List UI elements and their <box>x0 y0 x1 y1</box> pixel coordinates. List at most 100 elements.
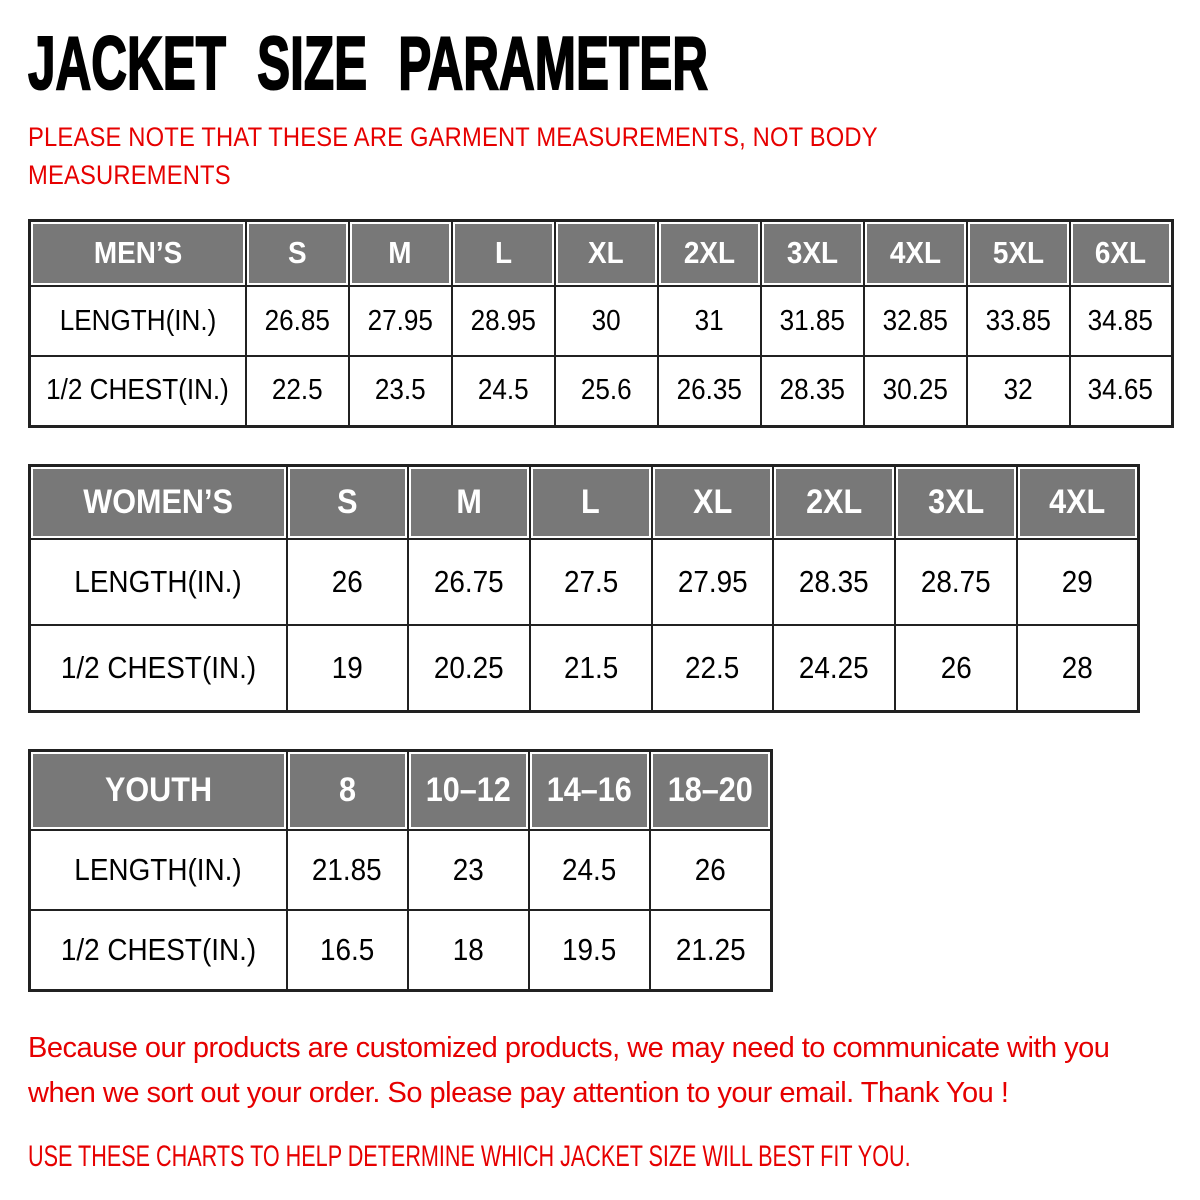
size-value-cell: 23.5 <box>347 355 453 428</box>
cell-text: 25.6 <box>580 374 632 407</box>
mens-size-column-header: M <box>347 219 453 288</box>
cell-text: 5XL <box>992 235 1044 271</box>
mens-size-column-header: 2XL <box>656 219 762 288</box>
cell-text: LENGTH(IN.) <box>74 852 242 888</box>
mens-size-column-header: 5XL <box>965 219 1071 288</box>
size-value-cell: 26 <box>285 538 410 627</box>
size-value-cell: 33.85 <box>965 285 1071 358</box>
youth-table-title-cell: YOUTH <box>28 749 288 832</box>
cell-text: 27.95 <box>677 564 748 600</box>
row-label-cell: LENGTH(IN.) <box>28 829 288 912</box>
cell-text: M <box>388 235 412 271</box>
youth-size-column-header: 14–16 <box>527 749 652 832</box>
cell-text: 4XL <box>889 235 941 271</box>
cell-text: 28 <box>1061 649 1093 685</box>
size-value-cell: 24.5 <box>450 355 556 428</box>
size-value-cell: 23 <box>406 829 531 912</box>
size-value-cell: 28.35 <box>772 538 897 627</box>
mens-size-column-header: 4XL <box>862 219 968 288</box>
size-value-cell: 19.5 <box>527 909 652 992</box>
size-value-cell: 28 <box>1015 624 1140 713</box>
cell-text: 22.5 <box>685 649 740 685</box>
cell-text: 23 <box>452 852 484 888</box>
size-value-cell: 34.85 <box>1068 285 1174 358</box>
row-label-cell: LENGTH(IN.) <box>28 538 288 627</box>
cell-text: 21.25 <box>675 931 746 967</box>
size-value-cell: 28.35 <box>759 355 865 428</box>
size-value-cell: 22.5 <box>650 624 775 713</box>
cell-text: XL <box>692 482 733 521</box>
row-label-cell: LENGTH(IN.) <box>28 285 247 358</box>
size-value-cell: 26 <box>894 624 1018 713</box>
mens-size-column-header: 3XL <box>759 219 865 288</box>
cell-text: M <box>456 482 482 521</box>
cell-text: 8 <box>338 770 356 809</box>
size-value-cell: 20.25 <box>407 624 531 713</box>
cell-text: 31 <box>694 304 724 337</box>
cell-text: 26 <box>695 852 727 888</box>
garment-measurement-note: PLEASE NOTE THAT THESE ARE GARMENT MEASU… <box>28 122 878 190</box>
cell-text: 31.85 <box>779 304 845 337</box>
size-value-cell: 26.35 <box>656 355 762 428</box>
mens-size-column-header: L <box>450 219 556 288</box>
cell-text: 30 <box>591 304 621 337</box>
size-value-cell: 25.6 <box>553 355 659 428</box>
womens-size-column-header: 2XL <box>772 464 897 541</box>
size-value-cell: 29 <box>1015 538 1140 627</box>
cell-text: 24.5 <box>477 374 529 407</box>
womens-size-table: WOMEN’S S M L XL 2XL 3XL 4XL LENGTH(IN.) 26 26.75 2… <box>28 463 1140 713</box>
cell-text: 10–12 <box>425 770 511 809</box>
cell-text: S <box>287 235 307 271</box>
cell-text: 21.5 <box>563 649 618 685</box>
youth-measure-row: LENGTH(IN.) 21.85 23 24.5 26 <box>28 829 773 912</box>
youth-size-column-header: 10–12 <box>406 749 531 832</box>
size-value-cell: 24.5 <box>527 829 652 912</box>
cell-text: 28.35 <box>779 374 845 407</box>
size-value-cell: 26.75 <box>407 538 531 627</box>
cell-text: 34.65 <box>1088 374 1154 407</box>
cell-text: 26.35 <box>676 374 742 407</box>
cell-text: LENGTH(IN.) <box>59 304 217 337</box>
cell-text: 1/2 CHEST(IN.) <box>60 649 256 685</box>
womens-size-column-header: 4XL <box>1015 464 1140 541</box>
mens-measure-row: 1/2 CHEST(IN.) 22.5 23.5 24.5 25.6 26.35 28.35… <box>28 355 1174 428</box>
cell-text: 18–20 <box>668 770 754 809</box>
mens-header-row: MEN’S S M L XL 2XL 3XL 4XL 5XL 6XL <box>28 219 1174 288</box>
cell-text: S <box>337 482 358 521</box>
size-value-cell: 28.75 <box>894 538 1018 627</box>
size-value-cell: 21.25 <box>649 909 773 992</box>
row-label-cell: 1/2 CHEST(IN.) <box>28 909 288 992</box>
cell-text: 19.5 <box>562 931 617 967</box>
size-value-cell: 18 <box>406 909 531 992</box>
youth-size-column-header: 18–20 <box>649 749 773 832</box>
size-value-cell: 16.5 <box>285 909 409 992</box>
cell-text: 20.25 <box>434 649 504 685</box>
mens-size-column-header: 6XL <box>1068 219 1174 288</box>
size-value-cell: 31.85 <box>759 285 865 358</box>
cell-text: 16.5 <box>319 931 375 967</box>
chart-usage-note: USE THESE CHARTS TO HELP DETERMINE WHICH… <box>28 1140 911 1174</box>
cell-text: LENGTH(IN.) <box>74 564 242 600</box>
cell-text: 6XL <box>1095 235 1147 271</box>
size-value-cell: 34.65 <box>1068 355 1174 428</box>
size-value-cell: 28.95 <box>450 285 556 358</box>
cell-text: YOUTH <box>104 770 212 809</box>
cell-text: 28.95 <box>470 304 536 337</box>
size-value-cell: 31 <box>656 285 762 358</box>
cell-text: 14–16 <box>547 770 633 809</box>
womens-measure-row: 1/2 CHEST(IN.) 19 20.25 21.5 22.5 24.25 26 28 <box>28 624 1140 713</box>
womens-header-row: WOMEN’S S M L XL 2XL 3XL 4XL <box>28 464 1140 541</box>
cell-text: 21.85 <box>312 852 383 888</box>
size-value-cell: 30 <box>553 285 659 358</box>
womens-size-column-header: L <box>528 464 653 541</box>
mens-size-table: MEN’S S M L XL 2XL 3XL 4XL 5XL 6XL LENGTH(IN.) 26.8… <box>28 218 1174 428</box>
womens-size-column-header: 3XL <box>894 464 1018 541</box>
page-title: JACKET SIZE PARAMETER <box>27 21 709 105</box>
mens-size-column-header: S <box>244 219 350 288</box>
size-value-cell: 26.85 <box>244 285 350 358</box>
cell-text: 3XL <box>786 235 838 271</box>
cell-text: 26 <box>940 649 972 685</box>
cell-text: 32 <box>1003 374 1033 407</box>
cell-text: 4XL <box>1049 482 1106 521</box>
